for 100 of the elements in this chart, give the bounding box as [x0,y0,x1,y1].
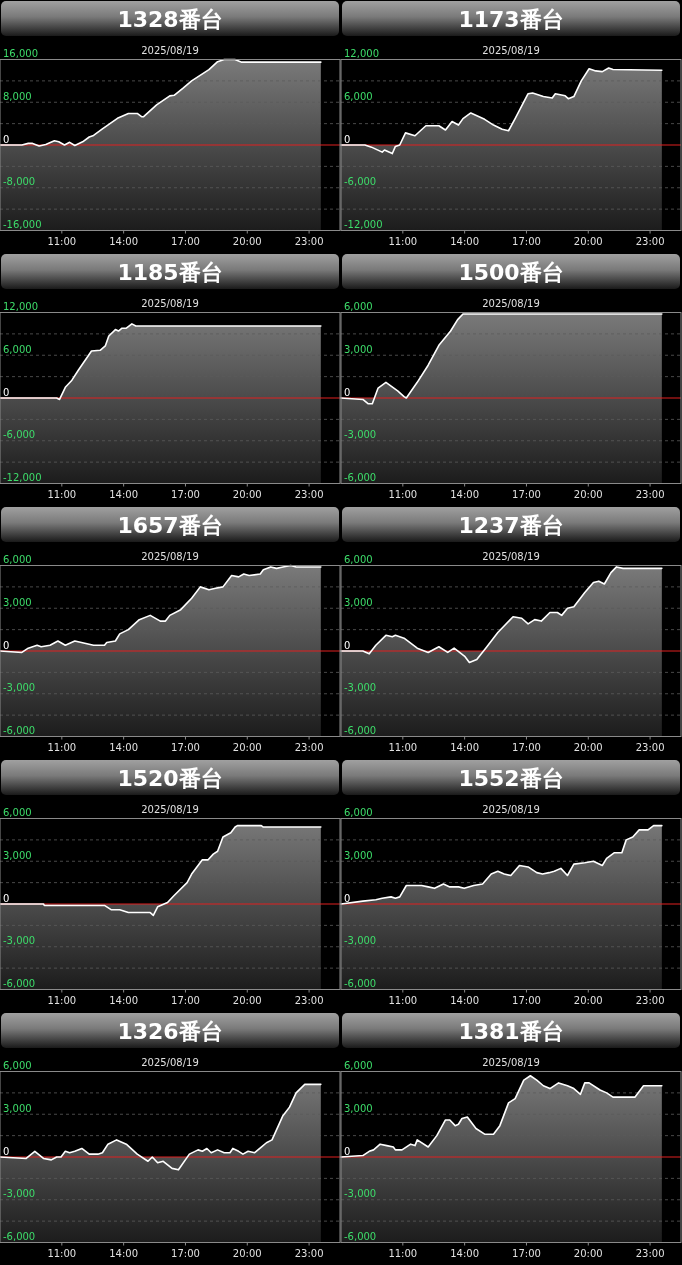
chart-subtitle: 2025/08/19 [482,804,540,815]
chart-title: 1552番台 [458,766,564,791]
x-tick-label: 14:00 [109,1247,139,1259]
x-tick-label: 23:00 [635,994,665,1006]
x-tick-label: 14:00 [109,994,139,1006]
x-tick-label: 17:00 [512,488,541,500]
y-tick-label: 6,000 [344,554,373,565]
chart-subtitle: 2025/08/19 [482,1057,540,1068]
chart-title: 1381番台 [458,1019,564,1044]
y-tick-label: 6,000 [3,1060,32,1071]
x-tick-label: 20:00 [232,994,262,1006]
y-tick-label: 3,000 [344,343,373,355]
x-tick-label: 14:00 [109,741,139,753]
x-tick-label: 20:00 [573,235,603,247]
y-tick-label: 3,000 [344,596,373,608]
chart-title: 1328番台 [117,7,223,32]
y-tick-label: 0 [344,133,351,145]
x-tick-label: 23:00 [635,488,665,500]
chart-title: 1173番台 [458,7,564,32]
x-tick-label: 11:00 [388,488,418,500]
y-tick-label: -6,000 [344,472,377,483]
x-tick-label: 11:00 [47,488,77,500]
y-tick-label: 16,000 [3,48,38,59]
y-tick-label: 0 [3,386,10,398]
y-tick-label: -3,000 [3,682,36,694]
chart-title: 1500番台 [458,260,564,285]
x-tick-label: 23:00 [294,235,324,247]
y-tick-label: -6,000 [344,1231,377,1242]
x-tick-label: 17:00 [171,741,200,753]
y-tick-label: -6,000 [3,429,36,441]
x-tick-label: 17:00 [512,235,541,247]
chart-subtitle: 2025/08/19 [141,1057,199,1068]
y-tick-label: 6,000 [3,807,32,818]
y-tick-label: 3,000 [3,596,32,608]
x-tick-label: 20:00 [232,1247,262,1259]
y-tick-label: -16,000 [3,219,42,230]
y-tick-label: 6,000 [344,301,373,312]
y-tick-label: 0 [3,133,10,145]
x-tick-label: 14:00 [450,235,480,247]
x-tick-label: 17:00 [171,1247,200,1259]
x-tick-label: 23:00 [635,1247,665,1259]
x-tick-label: 23:00 [294,994,324,1006]
y-tick-label: 6,000 [344,90,373,102]
y-tick-label: -12,000 [344,219,383,230]
y-tick-label: 0 [344,1145,351,1157]
chart-subtitle: 2025/08/19 [482,551,540,562]
y-tick-label: 0 [344,386,351,398]
x-tick-label: 17:00 [171,488,200,500]
x-tick-label: 14:00 [450,1247,480,1259]
y-tick-label: 8,000 [3,90,32,102]
y-tick-label: -3,000 [344,935,377,947]
y-tick-label: -3,000 [3,1188,36,1200]
x-tick-label: 11:00 [47,1247,77,1259]
x-tick-label: 14:00 [109,235,139,247]
x-tick-label: 23:00 [294,488,324,500]
y-tick-label: 6,000 [3,343,32,355]
x-tick-label: 23:00 [635,741,665,753]
x-tick-label: 20:00 [232,741,262,753]
x-tick-label: 17:00 [512,1247,541,1259]
x-tick-label: 20:00 [573,1247,603,1259]
y-tick-label: -6,000 [3,978,36,989]
x-tick-label: 20:00 [573,741,603,753]
x-tick-label: 14:00 [450,488,480,500]
y-tick-label: -6,000 [344,176,377,188]
x-tick-label: 11:00 [47,994,77,1006]
chart-subtitle: 2025/08/19 [141,551,199,562]
y-tick-label: -6,000 [3,1231,36,1242]
y-tick-label: -6,000 [3,725,36,736]
x-tick-label: 17:00 [512,994,541,1006]
x-tick-label: 14:00 [450,994,480,1006]
chart-title: 1185番台 [117,260,223,285]
x-tick-label: 20:00 [232,235,262,247]
y-tick-label: 3,000 [3,849,32,861]
y-tick-label: -3,000 [344,429,377,441]
y-tick-label: 6,000 [3,554,32,565]
y-tick-label: -12,000 [3,472,42,483]
y-tick-label: -3,000 [3,935,36,947]
x-tick-label: 17:00 [512,741,541,753]
y-tick-label: 0 [3,639,10,651]
y-tick-label: -3,000 [344,682,377,694]
chart-title: 1326番台 [117,1019,223,1044]
x-tick-label: 11:00 [47,235,77,247]
x-tick-label: 11:00 [388,741,418,753]
x-tick-label: 20:00 [573,488,603,500]
chart-title: 1520番台 [117,766,223,791]
chart-subtitle: 2025/08/19 [482,45,540,56]
y-tick-label: 6,000 [344,807,373,818]
chart-title: 1657番台 [117,513,223,538]
y-tick-label: -8,000 [3,176,36,188]
y-tick-label: 3,000 [344,849,373,861]
y-tick-label: 3,000 [344,1102,373,1114]
y-tick-label: 6,000 [344,1060,373,1071]
y-tick-label: 12,000 [3,301,38,312]
x-tick-label: 14:00 [450,741,480,753]
y-tick-label: 0 [3,1145,10,1157]
chart-subtitle: 2025/08/19 [141,45,199,56]
x-tick-label: 23:00 [294,1247,324,1259]
y-tick-label: -6,000 [344,978,377,989]
chart-subtitle: 2025/08/19 [482,298,540,309]
x-tick-label: 11:00 [388,1247,418,1259]
